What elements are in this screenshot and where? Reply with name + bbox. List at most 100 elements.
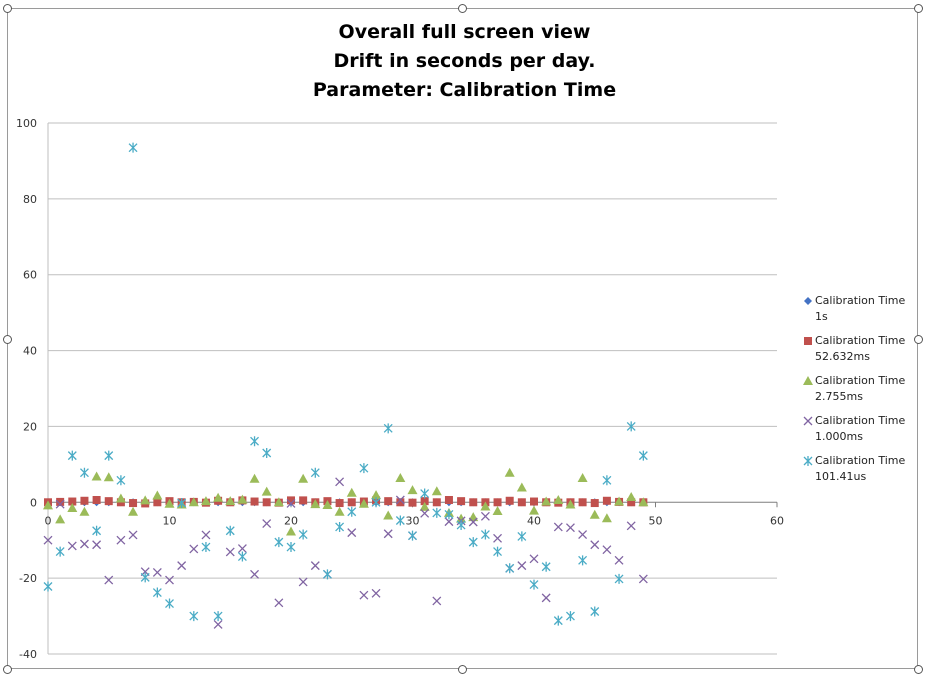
point-series-5-40[interactable]: [529, 579, 539, 590]
point-series-4-13[interactable]: [201, 530, 211, 540]
legend[interactable]: Calibration Time 1s Calibration Time 52.6…: [802, 293, 922, 493]
point-series-3-36[interactable]: [480, 501, 491, 511]
point-series-3-43[interactable]: [565, 499, 576, 509]
point-series-5-21[interactable]: [298, 529, 308, 540]
point-series-4-9[interactable]: [152, 567, 162, 577]
point-series-3-15[interactable]: [225, 496, 236, 506]
point-series-4-20[interactable]: [286, 498, 296, 508]
point-series-5-47[interactable]: [614, 573, 624, 584]
point-series-3-39[interactable]: [516, 482, 527, 492]
point-series-5-20[interactable]: [286, 542, 296, 553]
point-series-3-34[interactable]: [456, 513, 467, 523]
point-series-3-7[interactable]: [128, 506, 139, 516]
resize-handle-top-left[interactable]: [3, 4, 12, 13]
point-series-5-41[interactable]: [541, 561, 551, 572]
point-series-5-31[interactable]: [420, 488, 430, 499]
point-series-5-37[interactable]: [493, 546, 503, 557]
point-series-4-31[interactable]: [420, 508, 430, 518]
point-series-4-25[interactable]: [347, 528, 357, 538]
point-series-5-49[interactable]: [638, 450, 648, 461]
point-series-4-14[interactable]: [213, 619, 223, 629]
point-series-3-5[interactable]: [103, 472, 114, 482]
point-series-2-48[interactable]: [627, 498, 636, 507]
point-series-4-0[interactable]: [43, 535, 53, 545]
point-series-5-5[interactable]: [104, 450, 114, 461]
point-series-5-3[interactable]: [79, 467, 89, 478]
resize-handle-middle-left[interactable]: [3, 335, 12, 344]
point-series-3-31[interactable]: [419, 501, 430, 511]
point-series-2-24[interactable]: [335, 499, 344, 508]
point-series-2-20[interactable]: [287, 496, 295, 505]
point-series-3-0[interactable]: [43, 500, 53, 510]
point-series-5-4[interactable]: [92, 525, 102, 536]
point-series-5-19[interactable]: [274, 537, 284, 548]
point-series-3-40[interactable]: [529, 505, 539, 515]
point-series-2-34[interactable]: [457, 497, 466, 506]
point-series-3-14[interactable]: [213, 492, 224, 502]
point-series-4-4[interactable]: [92, 540, 102, 550]
point-series-4-47[interactable]: [614, 555, 624, 565]
point-series-2-9[interactable]: [153, 498, 162, 507]
point-series-5-25[interactable]: [347, 506, 357, 517]
legend-item-series-3[interactable]: Calibration Time 2.755ms: [802, 373, 922, 413]
point-series-2-40[interactable]: [530, 497, 538, 506]
point-series-3-35[interactable]: [468, 512, 479, 522]
point-series-5-1[interactable]: [55, 546, 65, 557]
point-series-2-7[interactable]: [129, 499, 138, 508]
point-series-5-10[interactable]: [165, 598, 174, 609]
point-series-3-46[interactable]: [601, 513, 612, 523]
point-series-3-2[interactable]: [67, 502, 78, 512]
point-series-3-32[interactable]: [431, 486, 442, 496]
point-series-2-30[interactable]: [408, 498, 417, 507]
point-series-5-43[interactable]: [565, 611, 575, 622]
point-series-5-9[interactable]: [152, 587, 162, 598]
point-series-2-38[interactable]: [505, 496, 514, 505]
point-series-5-27[interactable]: [371, 497, 381, 508]
point-series-5-17[interactable]: [250, 436, 260, 447]
chart-area[interactable]: [7, 8, 918, 669]
point-series-2-31[interactable]: [420, 497, 429, 506]
point-series-2-45[interactable]: [590, 499, 599, 508]
point-series-4-43[interactable]: [565, 523, 575, 533]
point-series-5-11[interactable]: [177, 498, 187, 509]
point-series-3-24[interactable]: [334, 506, 345, 516]
point-series-4-42[interactable]: [553, 522, 563, 532]
point-series-5-38[interactable]: [505, 563, 515, 574]
point-series-3-49[interactable]: [638, 497, 649, 507]
point-series-5-33[interactable]: [444, 509, 454, 520]
point-series-4-46[interactable]: [602, 545, 612, 555]
point-series-4-29[interactable]: [395, 495, 405, 505]
point-series-4-2[interactable]: [67, 541, 77, 551]
point-series-3-4[interactable]: [91, 471, 102, 481]
legend-item-series-2[interactable]: Calibration Time 52.632ms: [802, 333, 922, 373]
point-series-3-16[interactable]: [237, 494, 248, 504]
point-series-4-40[interactable]: [529, 554, 539, 564]
point-series-2-2[interactable]: [68, 497, 77, 506]
point-series-2-44[interactable]: [578, 498, 587, 507]
point-series-4-49[interactable]: [638, 574, 648, 584]
point-series-5-28[interactable]: [383, 423, 393, 434]
point-series-5-32[interactable]: [432, 507, 442, 518]
point-series-5-39[interactable]: [517, 531, 527, 542]
point-series-3-30[interactable]: [407, 485, 418, 495]
point-series-5-45[interactable]: [590, 606, 600, 617]
point-series-2-33[interactable]: [444, 496, 453, 505]
point-series-5-2[interactable]: [67, 450, 77, 461]
legend-item-series-5[interactable]: Calibration Time 101.41us: [802, 453, 922, 493]
resize-handle-middle-right[interactable]: [914, 335, 923, 344]
point-series-3-10[interactable]: [164, 498, 175, 508]
point-series-4-41[interactable]: [541, 593, 551, 603]
point-series-3-48[interactable]: [626, 491, 637, 501]
point-series-4-17[interactable]: [250, 569, 260, 579]
point-series-2-17[interactable]: [250, 497, 259, 506]
point-series-3-47[interactable]: [614, 496, 625, 506]
point-series-4-15[interactable]: [225, 547, 235, 557]
point-series-2-46[interactable]: [602, 496, 611, 505]
point-series-4-18[interactable]: [262, 519, 272, 528]
point-series-5-8[interactable]: [140, 572, 150, 583]
point-series-4-7[interactable]: [128, 530, 138, 540]
point-series-2-28[interactable]: [384, 497, 393, 506]
point-series-4-6[interactable]: [116, 535, 126, 545]
point-series-4-21[interactable]: [298, 577, 308, 587]
point-series-5-12[interactable]: [189, 611, 199, 622]
